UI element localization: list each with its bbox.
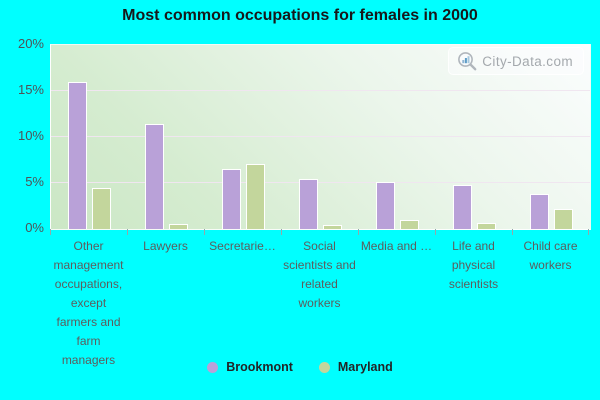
bar-brookmont xyxy=(145,124,164,229)
x-axis-label: Child care workers xyxy=(523,239,578,272)
bar-brookmont xyxy=(376,182,395,229)
plot-area: City-Data.com xyxy=(50,44,591,230)
bar-maryland xyxy=(400,219,419,229)
y-axis-label: 5% xyxy=(25,174,44,189)
legend-label: Maryland xyxy=(337,360,393,374)
x-axis-label: Social scientists and related workers xyxy=(283,239,356,310)
bar-maryland xyxy=(92,187,111,229)
bar-maryland xyxy=(323,225,342,229)
x-axis-label: Other management occupations, except far… xyxy=(53,239,124,367)
watermark: City-Data.com xyxy=(448,47,584,75)
axis-tick xyxy=(435,229,436,235)
category-group xyxy=(436,45,513,229)
y-axis-label: 15% xyxy=(17,82,44,97)
gridline-15 xyxy=(51,90,590,91)
x-axis-label: Life and physical scientists xyxy=(448,239,499,291)
bar-maryland xyxy=(477,222,496,229)
bars-layer xyxy=(51,45,590,229)
category-group xyxy=(51,45,128,229)
y-axis-label: 20% xyxy=(17,36,44,51)
bar-brookmont xyxy=(299,179,318,229)
x-axis-label: Lawyers xyxy=(143,239,188,253)
gridline-5 xyxy=(51,182,590,183)
legend-item-brookmont: Brookmont xyxy=(207,360,293,374)
chart-title: Most common occupations for females in 2… xyxy=(122,7,478,24)
gridline-10 xyxy=(51,136,590,137)
axis-tick xyxy=(512,229,513,235)
bar-maryland xyxy=(246,163,265,229)
legend: Brookmont Maryland xyxy=(0,360,600,374)
bar-brookmont xyxy=(222,169,241,229)
category-group xyxy=(513,45,590,229)
bar-brookmont xyxy=(530,194,549,229)
category-group xyxy=(128,45,205,229)
category-group xyxy=(359,45,436,229)
legend-item-maryland: Maryland xyxy=(318,360,393,374)
legend-label: Brookmont xyxy=(226,360,293,374)
x-axis-label: Secretarie… xyxy=(209,239,276,253)
bar-maryland xyxy=(169,223,188,229)
watermark-text: City-Data.com xyxy=(482,53,573,69)
legend-swatch-maryland xyxy=(318,361,330,373)
category-group xyxy=(282,45,359,229)
axis-tick xyxy=(127,229,128,235)
y-axis: 0% 5% 10% 15% 20% xyxy=(0,36,44,235)
x-axis-ticks xyxy=(50,229,589,236)
axis-tick xyxy=(281,229,282,235)
bar-brookmont xyxy=(68,81,87,229)
magnifier-bar-chart-icon xyxy=(458,52,477,71)
y-axis-label: 0% xyxy=(25,220,44,235)
legend-swatch-brookmont xyxy=(207,361,219,373)
bar-brookmont xyxy=(453,184,472,229)
category-group xyxy=(205,45,282,229)
axis-tick xyxy=(358,229,359,235)
x-axis-labels: Other management occupations, except far… xyxy=(50,237,589,370)
axis-tick xyxy=(588,229,589,235)
axis-tick xyxy=(50,229,51,235)
axis-tick xyxy=(204,229,205,235)
y-axis-label: 10% xyxy=(17,128,44,143)
bar-maryland xyxy=(554,208,573,229)
x-axis-label: Media and … xyxy=(360,239,433,253)
